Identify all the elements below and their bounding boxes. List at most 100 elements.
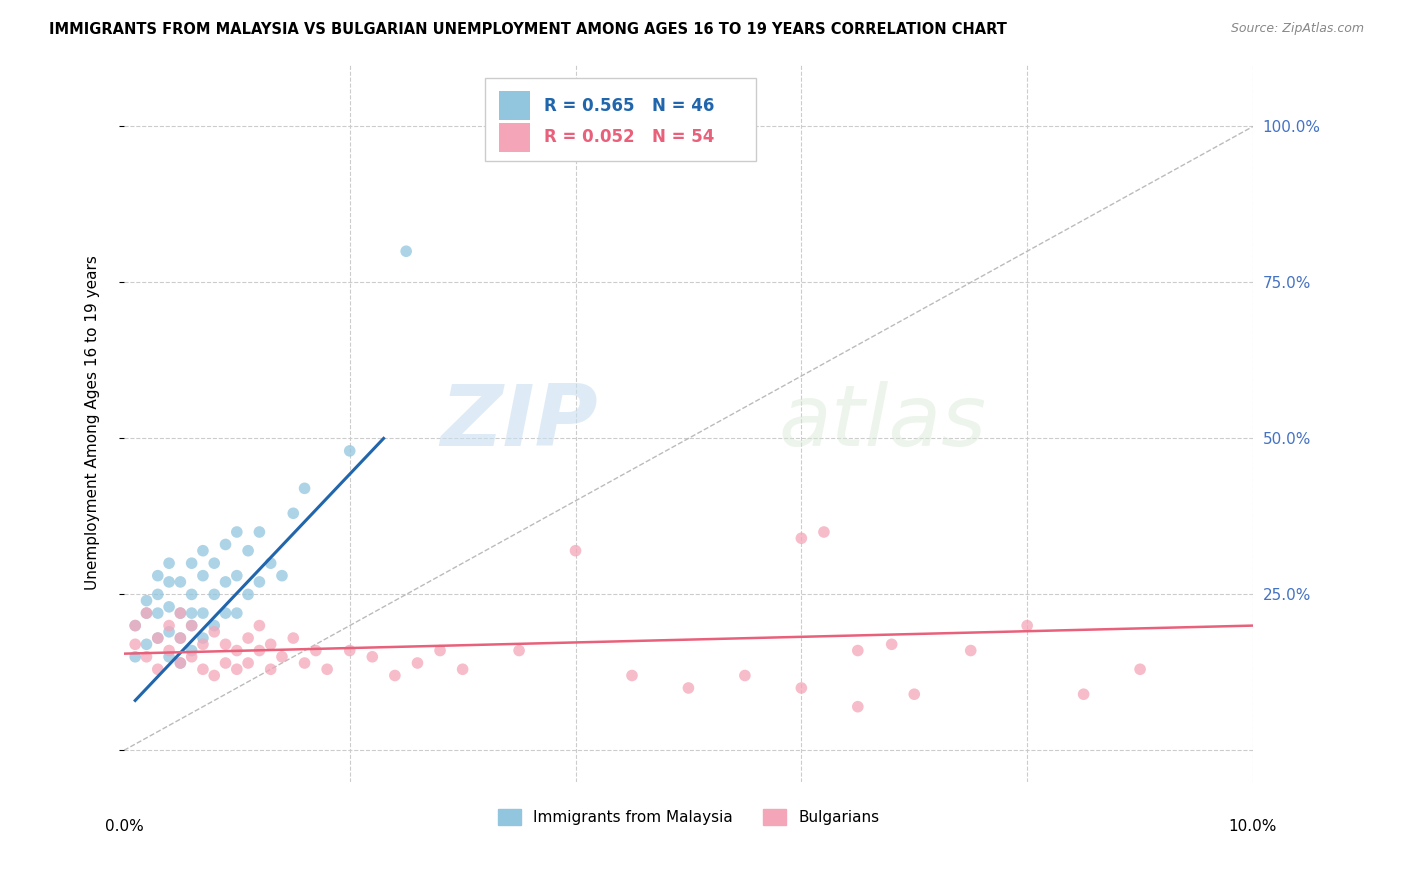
Point xyxy=(451,662,474,676)
Point xyxy=(236,587,259,601)
Point xyxy=(157,643,180,657)
Point xyxy=(361,649,384,664)
Point xyxy=(180,587,202,601)
Point xyxy=(124,618,146,632)
Point xyxy=(283,631,305,645)
Point xyxy=(564,543,586,558)
Point xyxy=(225,524,247,539)
Point xyxy=(191,568,214,582)
Point xyxy=(247,574,270,589)
Point xyxy=(247,524,270,539)
Point xyxy=(225,606,247,620)
Point xyxy=(903,687,925,701)
Point xyxy=(316,662,339,676)
Point xyxy=(191,662,214,676)
Point xyxy=(429,643,451,657)
Point xyxy=(135,593,157,607)
Point xyxy=(157,624,180,639)
Point xyxy=(146,568,169,582)
Point xyxy=(813,524,835,539)
Point xyxy=(236,631,259,645)
FancyBboxPatch shape xyxy=(485,78,756,161)
Point xyxy=(225,643,247,657)
Point xyxy=(294,656,316,670)
Point xyxy=(283,506,305,520)
Point xyxy=(214,637,236,651)
Point xyxy=(294,481,316,495)
Point xyxy=(169,606,191,620)
Point xyxy=(202,587,225,601)
Point xyxy=(146,587,169,601)
Point xyxy=(135,649,157,664)
Point xyxy=(260,556,283,570)
Text: ZIP: ZIP xyxy=(440,381,598,465)
Point xyxy=(169,631,191,645)
Point xyxy=(157,618,180,632)
Point xyxy=(146,606,169,620)
Point xyxy=(260,662,283,676)
Point xyxy=(384,668,406,682)
Point xyxy=(169,656,191,670)
Bar xyxy=(499,91,530,120)
Point xyxy=(225,662,247,676)
Point xyxy=(339,443,361,458)
Point xyxy=(191,543,214,558)
Point xyxy=(202,668,225,682)
Point xyxy=(157,649,180,664)
Legend: Immigrants from Malaysia, Bulgarians: Immigrants from Malaysia, Bulgarians xyxy=(492,803,886,831)
Point xyxy=(191,606,214,620)
Point xyxy=(734,668,756,682)
Point xyxy=(124,649,146,664)
Point xyxy=(214,606,236,620)
Point xyxy=(846,643,869,657)
Point xyxy=(157,556,180,570)
Point xyxy=(214,537,236,551)
Point xyxy=(202,556,225,570)
Point xyxy=(846,699,869,714)
Text: 0.0%: 0.0% xyxy=(104,819,143,834)
Text: 10.0%: 10.0% xyxy=(1229,819,1277,834)
Point xyxy=(146,662,169,676)
Point xyxy=(214,574,236,589)
Point xyxy=(169,606,191,620)
Point xyxy=(271,568,294,582)
Point xyxy=(880,637,903,651)
Point xyxy=(271,649,294,664)
Point xyxy=(790,531,813,545)
Text: N = 54: N = 54 xyxy=(652,128,714,146)
Point xyxy=(214,656,236,670)
Point xyxy=(1017,618,1039,632)
Point xyxy=(339,643,361,657)
Point xyxy=(260,637,283,651)
Point xyxy=(180,606,202,620)
Point xyxy=(135,606,157,620)
Point xyxy=(135,637,157,651)
Text: atlas: atlas xyxy=(779,381,987,465)
Text: N = 46: N = 46 xyxy=(652,96,714,115)
Text: R = 0.565: R = 0.565 xyxy=(544,96,634,115)
Point xyxy=(180,649,202,664)
Point xyxy=(146,631,169,645)
Point xyxy=(157,574,180,589)
Point xyxy=(124,618,146,632)
Point xyxy=(180,618,202,632)
Point xyxy=(202,624,225,639)
Y-axis label: Unemployment Among Ages 16 to 19 years: Unemployment Among Ages 16 to 19 years xyxy=(86,255,100,591)
Point xyxy=(406,656,429,670)
Point xyxy=(790,681,813,695)
Text: IMMIGRANTS FROM MALAYSIA VS BULGARIAN UNEMPLOYMENT AMONG AGES 16 TO 19 YEARS COR: IMMIGRANTS FROM MALAYSIA VS BULGARIAN UN… xyxy=(49,22,1007,37)
Point xyxy=(180,643,202,657)
Point xyxy=(305,643,328,657)
Point xyxy=(959,643,981,657)
Bar xyxy=(499,123,530,152)
Point xyxy=(169,574,191,589)
Point xyxy=(678,681,700,695)
Point xyxy=(395,244,418,259)
Point xyxy=(169,656,191,670)
Point xyxy=(247,643,270,657)
Text: R = 0.052: R = 0.052 xyxy=(544,128,634,146)
Point xyxy=(180,618,202,632)
Point xyxy=(146,631,169,645)
Point xyxy=(508,643,530,657)
Point xyxy=(135,606,157,620)
